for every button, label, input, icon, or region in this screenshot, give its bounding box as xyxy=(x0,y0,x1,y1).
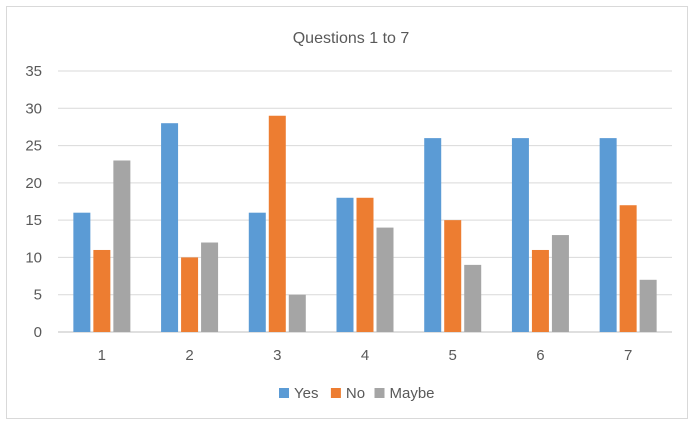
bar-maybe-4 xyxy=(376,227,394,332)
x-tick-label: 1 xyxy=(98,347,106,364)
x-tick-label: 7 xyxy=(624,347,632,364)
bar-yes-5 xyxy=(424,138,442,332)
gridlines xyxy=(58,70,672,333)
bar-yes-4 xyxy=(336,197,354,332)
chart-title: Questions 1 to 7 xyxy=(293,30,410,47)
bar-yes-3 xyxy=(248,212,266,332)
bar-no-4 xyxy=(356,197,374,332)
bar-no-6 xyxy=(531,249,549,332)
legend-label-yes: Yes xyxy=(294,385,318,402)
bars xyxy=(73,115,657,332)
x-axis-ticks: 1 2 3 4 5 6 7 xyxy=(98,347,633,364)
bar-yes-6 xyxy=(511,138,529,332)
bar-maybe-3 xyxy=(288,294,306,332)
legend-swatch-no xyxy=(330,388,341,398)
legend-label-maybe: Maybe xyxy=(390,385,435,402)
x-tick-label: 5 xyxy=(449,347,457,364)
legend-swatch-maybe xyxy=(374,388,385,398)
bar-no-7 xyxy=(619,205,637,332)
bar-maybe-5 xyxy=(464,264,482,332)
y-tick-label: 25 xyxy=(25,138,42,155)
bar-yes-7 xyxy=(599,138,617,332)
bar-maybe-2 xyxy=(201,242,219,332)
bar-no-1 xyxy=(93,249,111,332)
y-tick-label: 5 xyxy=(34,287,42,304)
legend-swatch-yes xyxy=(279,388,289,398)
bar-maybe-7 xyxy=(639,279,657,332)
y-axis-ticks: 0 5 10 15 20 25 30 35 xyxy=(25,63,42,341)
legend-label-no: No xyxy=(346,385,365,402)
y-tick-label: 30 xyxy=(25,100,42,117)
bar-maybe-1 xyxy=(113,160,131,332)
legend: Yes No Maybe xyxy=(279,385,435,402)
x-tick-label: 3 xyxy=(273,347,281,364)
y-tick-label: 35 xyxy=(25,63,42,80)
y-tick-label: 20 xyxy=(25,175,42,192)
bar-no-2 xyxy=(181,257,199,332)
y-tick-label: 15 xyxy=(25,212,42,229)
bar-maybe-6 xyxy=(551,235,569,332)
x-tick-label: 4 xyxy=(361,347,369,364)
bar-no-5 xyxy=(444,220,462,332)
x-tick-label: 6 xyxy=(536,347,544,364)
x-tick-label: 2 xyxy=(185,347,193,364)
y-tick-label: 0 xyxy=(34,324,42,341)
bar-yes-1 xyxy=(73,212,91,332)
bar-no-3 xyxy=(268,115,286,332)
y-tick-label: 10 xyxy=(25,249,42,266)
bar-yes-2 xyxy=(161,123,179,332)
